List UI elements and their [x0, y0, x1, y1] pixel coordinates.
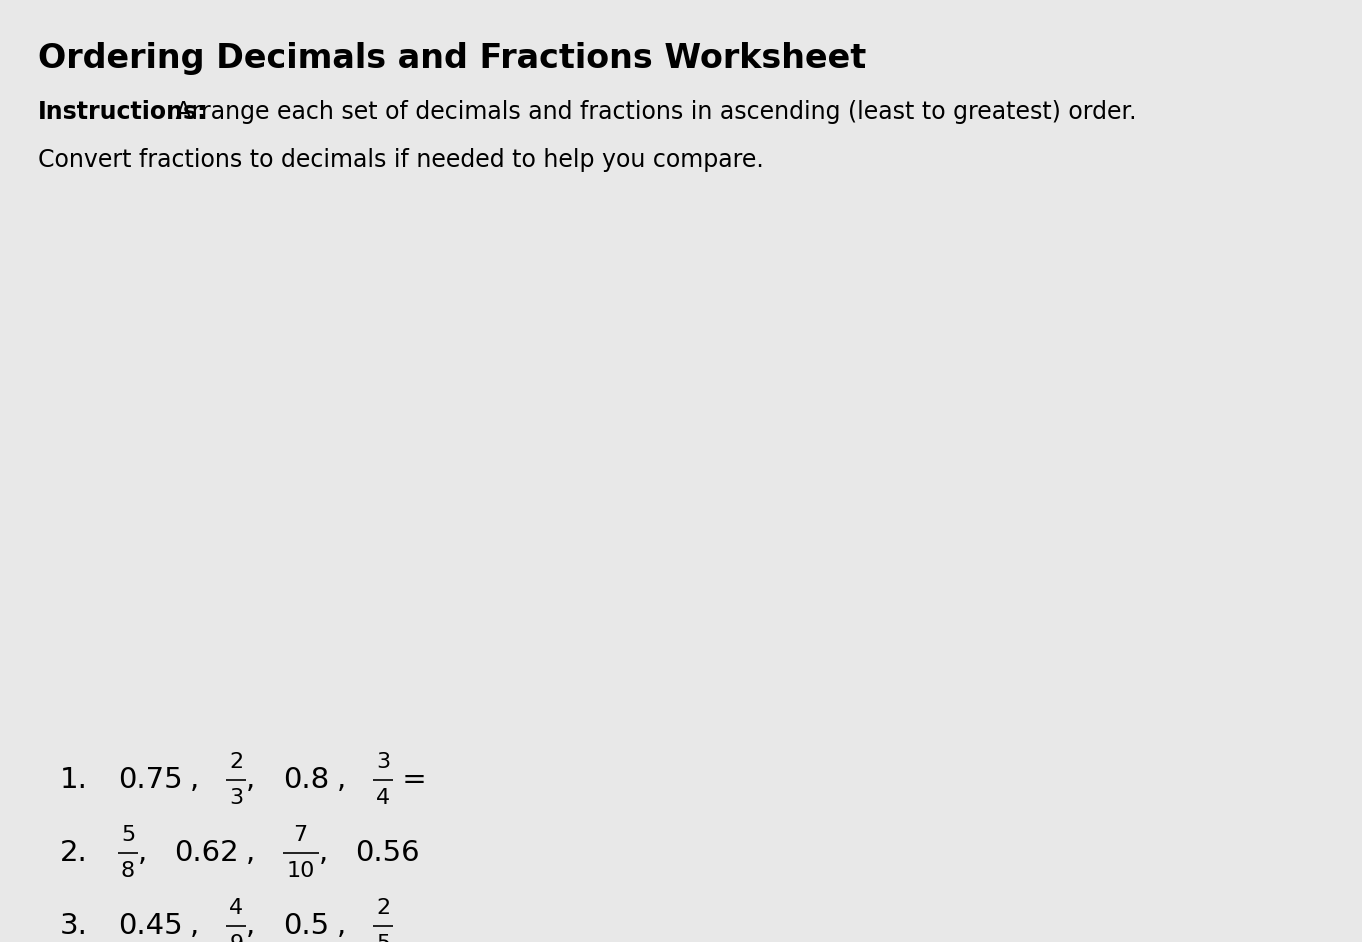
Text: ,: , — [319, 839, 338, 867]
Text: 3: 3 — [229, 788, 244, 808]
Text: 7: 7 — [294, 825, 308, 845]
Text: Convert fractions to decimals if needed to help you compare.: Convert fractions to decimals if needed … — [38, 148, 764, 172]
Text: 5: 5 — [121, 825, 135, 845]
Text: ,: , — [247, 766, 266, 794]
Text: Arrange each set of decimals and fractions in ascending (least to greatest) orde: Arrange each set of decimals and fractio… — [168, 100, 1136, 124]
Text: 3.: 3. — [60, 912, 89, 940]
Text: 0.8: 0.8 — [283, 766, 328, 794]
Text: 0.62: 0.62 — [174, 839, 238, 867]
Text: ,: , — [191, 912, 208, 940]
Text: ,: , — [247, 912, 266, 940]
Text: 2.: 2. — [60, 839, 87, 867]
Text: 4: 4 — [376, 788, 390, 808]
Text: Ordering Decimals and Fractions Worksheet: Ordering Decimals and Fractions Workshee… — [38, 42, 866, 75]
Text: ,: , — [247, 839, 266, 867]
Text: ,: , — [138, 839, 157, 867]
Text: 8: 8 — [121, 861, 135, 881]
Text: 3: 3 — [376, 752, 390, 772]
Text: 0.45: 0.45 — [118, 912, 183, 940]
Text: ,: , — [336, 912, 355, 940]
Text: 2: 2 — [229, 752, 244, 772]
Text: 10: 10 — [286, 861, 315, 881]
Text: 0.75: 0.75 — [118, 766, 183, 794]
Text: ,: , — [336, 766, 355, 794]
Text: 9: 9 — [229, 934, 244, 942]
Text: =: = — [394, 766, 426, 794]
Text: 0.5: 0.5 — [283, 912, 328, 940]
Text: Instructions:: Instructions: — [38, 100, 207, 124]
Text: 5: 5 — [376, 934, 390, 942]
Text: 1.: 1. — [60, 766, 89, 794]
Text: ,: , — [191, 766, 208, 794]
Text: 4: 4 — [229, 898, 244, 918]
Text: 0.56: 0.56 — [355, 839, 419, 867]
Text: 2: 2 — [376, 898, 390, 918]
